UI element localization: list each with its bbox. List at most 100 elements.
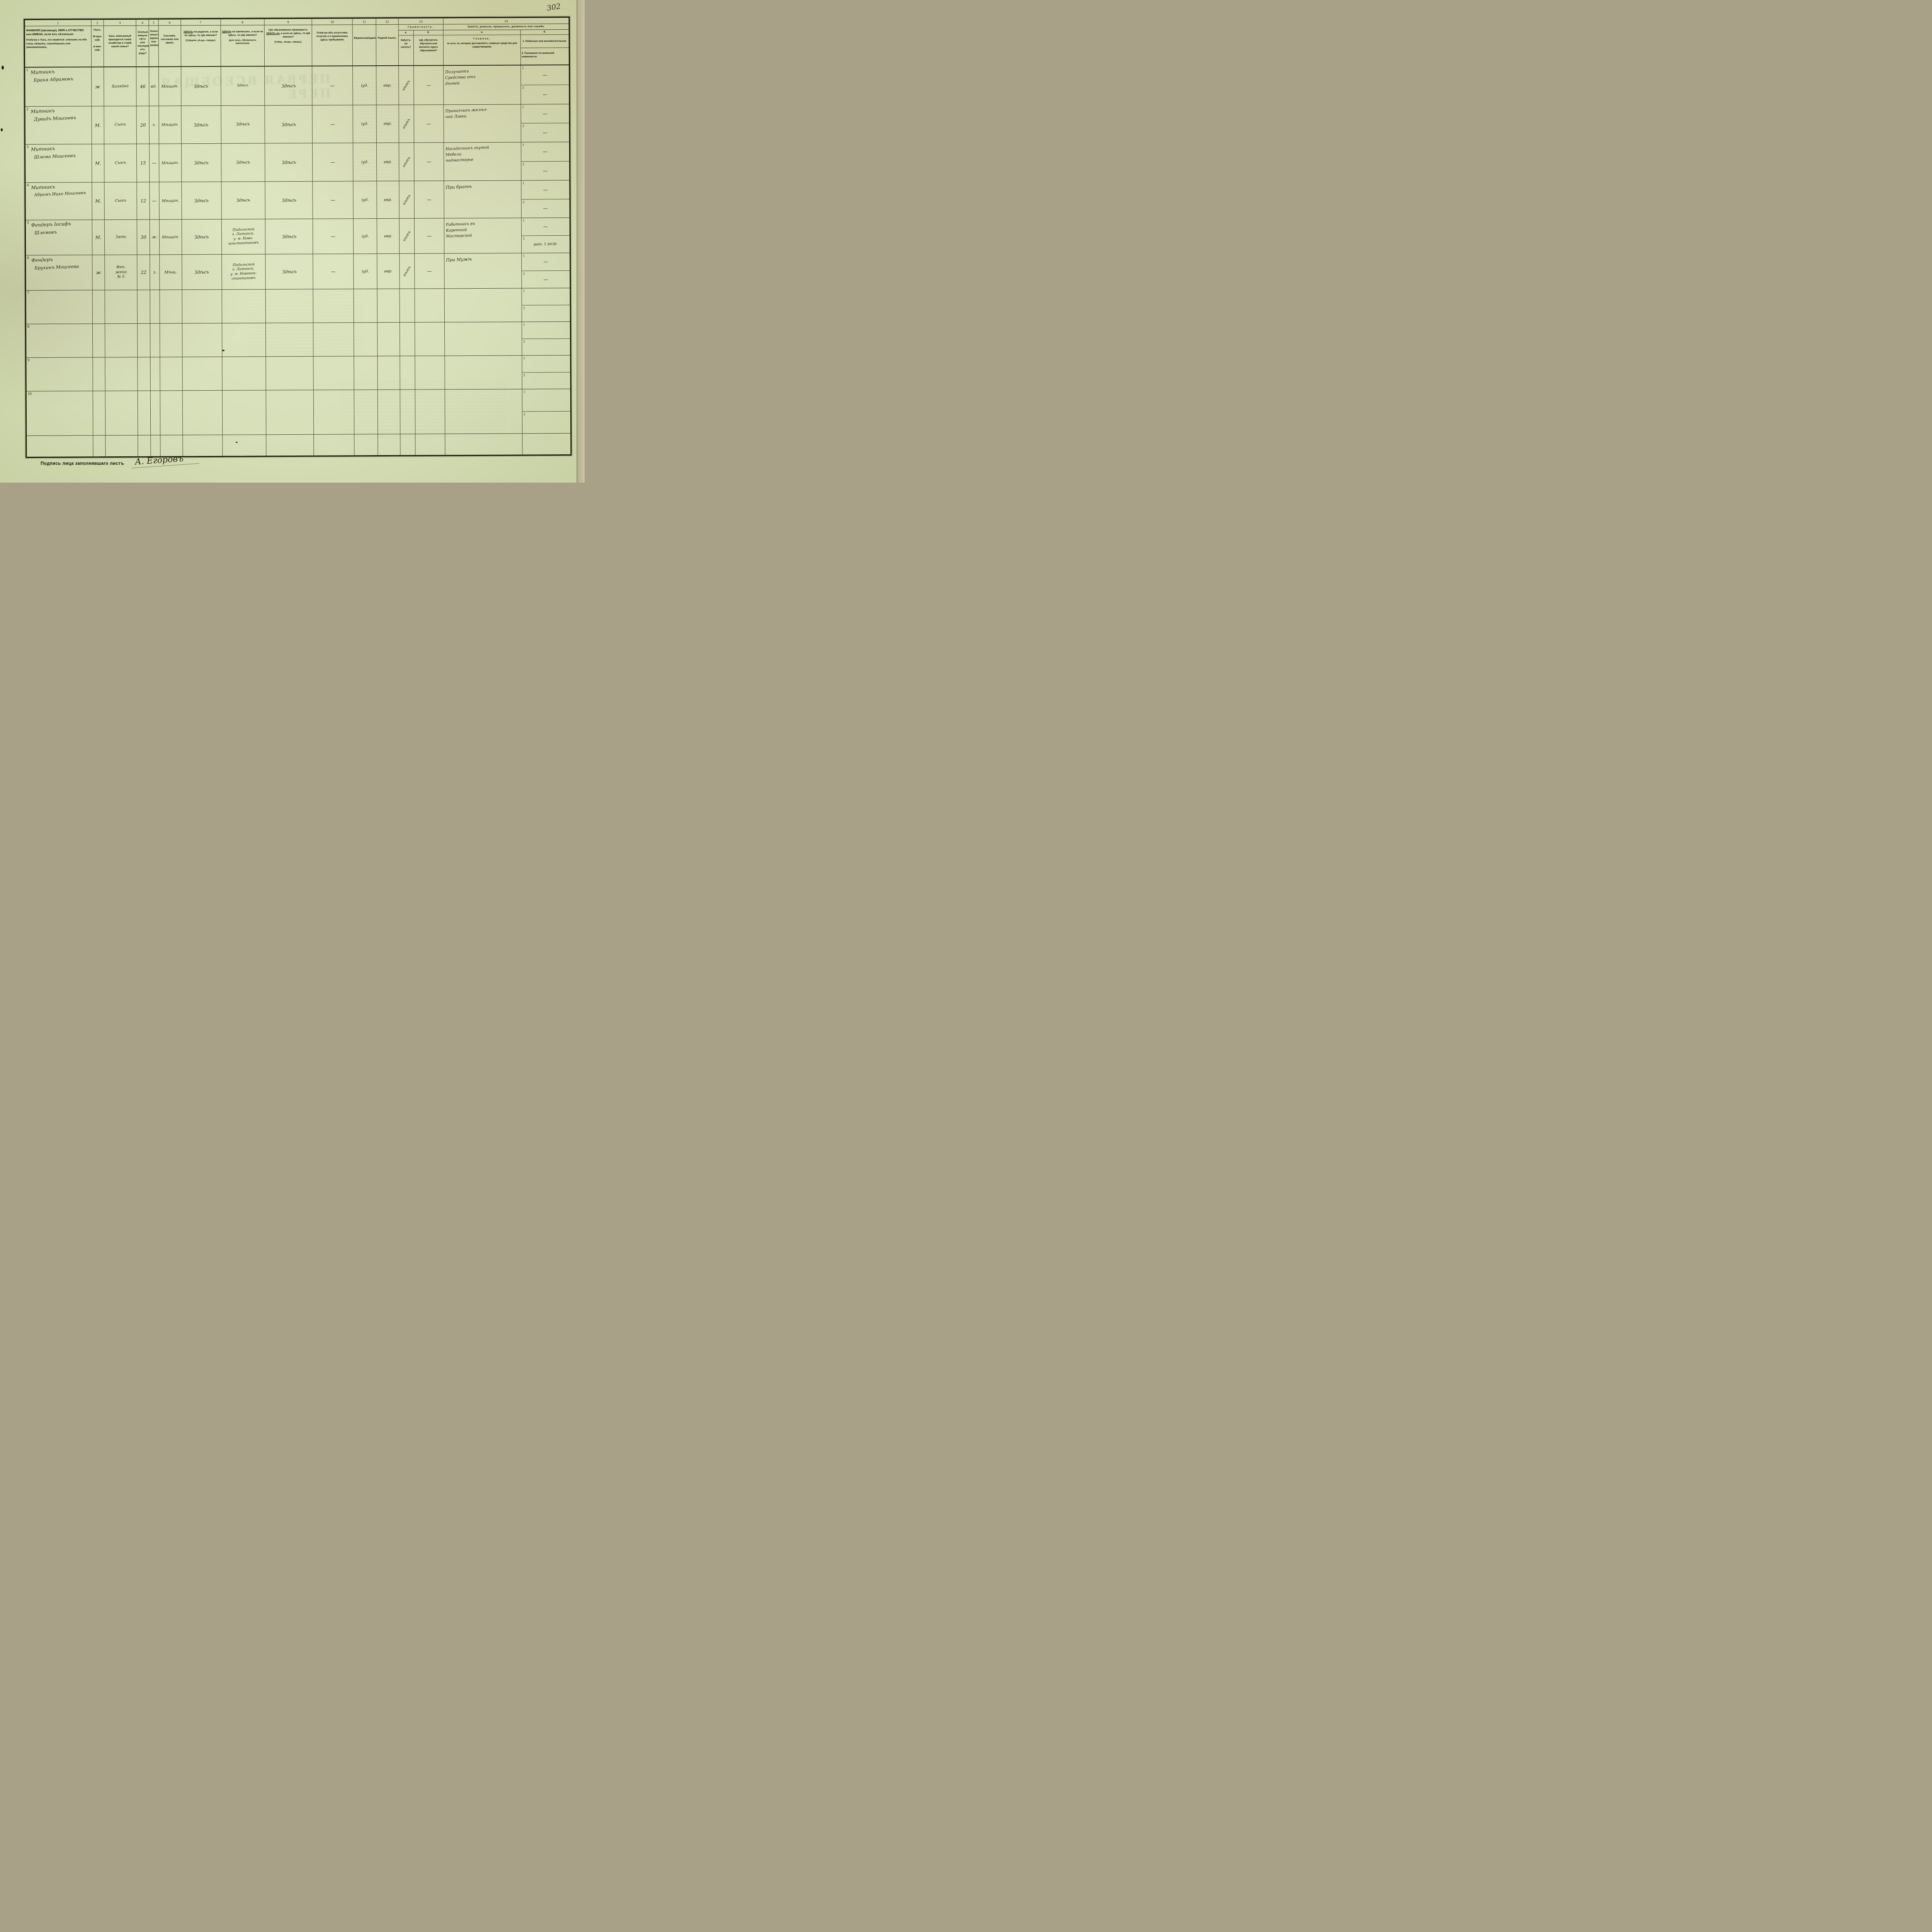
ink-speck bbox=[2, 66, 4, 70]
value: — bbox=[426, 159, 431, 165]
value: Фен. bbox=[116, 265, 126, 270]
header-row: ФАМИЛІЯ (прозвище), ИМЯ и ОТЧЕСТВО или И… bbox=[25, 24, 569, 68]
ink-speck bbox=[222, 350, 224, 351]
cell-secondary: 1— 2— bbox=[520, 65, 569, 104]
cell-absence: — bbox=[312, 66, 353, 105]
empty-cell bbox=[182, 435, 223, 456]
cell-absence: — bbox=[312, 181, 354, 219]
cell-language: евр. bbox=[376, 143, 399, 181]
cell-education: — bbox=[414, 143, 444, 181]
cell-residence: Здѣсь bbox=[265, 254, 313, 289]
cell-language bbox=[378, 389, 400, 434]
cell-sex bbox=[92, 357, 105, 391]
sub-label: 2 bbox=[523, 271, 525, 275]
cell-religion: іуд. bbox=[353, 105, 377, 143]
cell-name: 7 bbox=[26, 290, 93, 324]
surname: Фендеръ Іосифъ bbox=[31, 221, 71, 228]
cell-relation bbox=[105, 391, 138, 435]
cell-residence: Здѣсь bbox=[265, 66, 312, 105]
empty-cell bbox=[354, 434, 378, 456]
value: х. bbox=[152, 122, 156, 127]
cell-marital bbox=[150, 290, 160, 323]
cell-marital: ж. bbox=[150, 219, 160, 255]
secondary-1: 1— bbox=[521, 180, 570, 199]
secondary-2: 2— bbox=[521, 199, 569, 218]
cell-occupation: Приказчикъ желѣз-ной Лавки bbox=[444, 104, 521, 143]
row-number: 2 bbox=[26, 107, 29, 112]
cell-language: евр. bbox=[377, 253, 400, 289]
cell-name: 1 Митникъ Браня Абрамовъ bbox=[25, 67, 92, 107]
secondary-1: 1— bbox=[521, 104, 569, 124]
sub-label: 1 bbox=[522, 105, 524, 109]
cell-name: 10 bbox=[26, 391, 93, 436]
secondary-1: 1— bbox=[521, 218, 570, 236]
value: іуд. bbox=[361, 160, 369, 165]
empty-cell bbox=[222, 435, 267, 456]
col-number: 12 bbox=[376, 18, 398, 25]
value: іуд. bbox=[361, 121, 368, 126]
sub-label: 1 bbox=[523, 289, 525, 293]
cell-birthplace bbox=[182, 357, 222, 391]
value: — bbox=[543, 130, 548, 136]
given-name: Шлемовъ bbox=[34, 229, 57, 236]
header-text: , а если не здѣсь, то гдѣ именно? bbox=[279, 32, 310, 39]
value: — bbox=[426, 121, 431, 127]
col-number: 4 bbox=[136, 19, 149, 26]
value: Здѣсь bbox=[282, 269, 297, 275]
value: Здѣсь bbox=[194, 234, 209, 240]
header-col-language: Родной языкъ. bbox=[376, 24, 399, 66]
value: евр. bbox=[383, 197, 392, 202]
cell-birthplace: Здѣсь bbox=[181, 66, 221, 106]
cell-birthplace: Здѣсь bbox=[182, 254, 222, 290]
secondary-1: 1 bbox=[522, 288, 570, 305]
value: Здѣсь bbox=[281, 159, 296, 165]
sub-label: 1 bbox=[522, 66, 524, 70]
cell-residence bbox=[265, 323, 313, 357]
cell-absence bbox=[313, 356, 354, 390]
cell-estate: Мѣщан. bbox=[159, 144, 182, 182]
value: При Мужѣ bbox=[446, 257, 472, 263]
value: константиновъ bbox=[228, 240, 259, 246]
cell-marital: вд. bbox=[149, 67, 159, 106]
value: — bbox=[330, 233, 335, 239]
secondary-1: 1 bbox=[522, 355, 570, 372]
value: Здѣсь bbox=[236, 83, 248, 88]
cell-absence: — bbox=[313, 219, 354, 254]
value: нѣтъ bbox=[401, 156, 412, 168]
header-text: ЗДѢСЬ-ли bbox=[266, 32, 279, 35]
sub-label: 2 bbox=[522, 85, 524, 89]
empty-cell bbox=[26, 435, 93, 457]
cell-age bbox=[138, 357, 151, 391]
cell-age bbox=[137, 323, 150, 357]
value: Здѣсь bbox=[194, 197, 209, 204]
value: — bbox=[330, 121, 335, 127]
ink-speck bbox=[1, 128, 3, 131]
row-number: 1 bbox=[26, 68, 28, 73]
cell-religion bbox=[354, 390, 378, 434]
value: Сынъ bbox=[114, 122, 126, 127]
given-name: Брухинъ Моисеева bbox=[34, 264, 79, 271]
cell-name: 5 Фендеръ Іосифъ Шлемовъ bbox=[26, 220, 92, 255]
header-text: а. bbox=[398, 30, 413, 36]
col-number: 7 bbox=[180, 19, 221, 26]
sub-label: 2 bbox=[523, 339, 525, 343]
value: — bbox=[543, 111, 548, 117]
col-number: 14 bbox=[504, 19, 508, 23]
value: іуд. bbox=[361, 234, 369, 239]
header-text: ЗДѢСЬ bbox=[183, 31, 193, 34]
cell-can-read: нѣтъ bbox=[399, 181, 415, 218]
col-number: 10 bbox=[311, 19, 353, 25]
secondary-1: 1 bbox=[522, 321, 570, 339]
value: Мѣщан. bbox=[161, 84, 179, 89]
value: стантиновъ bbox=[231, 276, 256, 281]
col-number: 1 bbox=[25, 20, 91, 26]
cell-birthplace bbox=[182, 323, 222, 357]
header-text: Полъ. bbox=[93, 29, 101, 32]
cell-marital: з. bbox=[150, 255, 160, 290]
cell-relation: Хозяйка bbox=[104, 67, 137, 106]
header-col-sex: Полъ. М-муж-скій. ж-жен-скій. bbox=[91, 26, 104, 67]
cell-age: 22 bbox=[137, 255, 150, 290]
